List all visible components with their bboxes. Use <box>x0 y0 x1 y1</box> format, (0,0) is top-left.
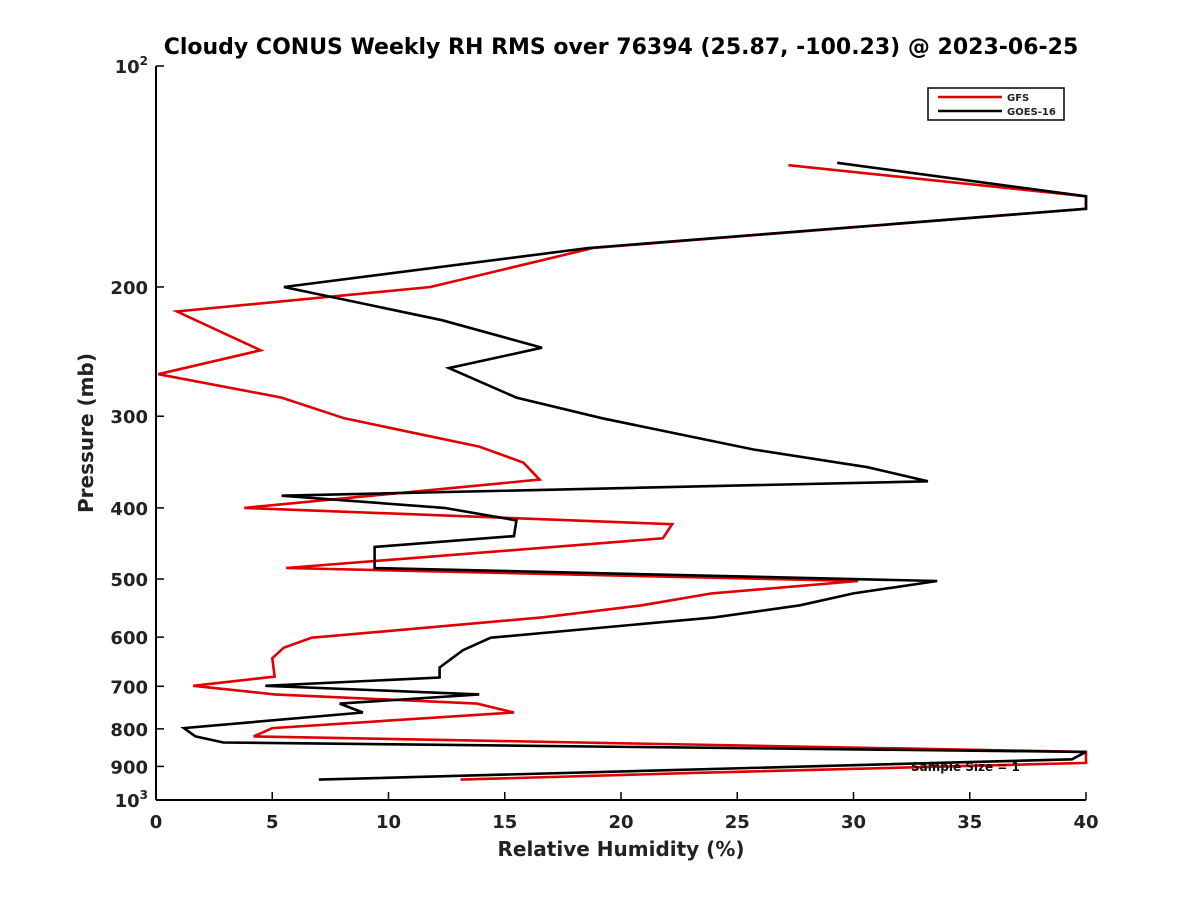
series-layer <box>158 161 1088 781</box>
y-tick-label: 102 <box>115 54 148 78</box>
y-tick-label: 103 <box>115 788 148 812</box>
x-ticks: 0 5 10 15 20 25 30 35 40 <box>150 792 1099 833</box>
y-tick-label: 300 <box>110 407 148 428</box>
y-tick-label: 600 <box>110 628 148 649</box>
chart-title: Cloudy CONUS Weekly RH RMS over 76394 (2… <box>164 35 1079 60</box>
legend: GFS GOES-16 <box>927 87 1065 121</box>
y-tick-label: 900 <box>110 757 148 778</box>
legend-label-goes16: GOES-16 <box>1007 107 1056 118</box>
y-tick-label: 500 <box>110 570 148 591</box>
y-tick-label: 800 <box>110 720 148 741</box>
plot-area <box>155 66 1086 801</box>
x-tick-label: 30 <box>841 812 866 833</box>
y-ticks: 102 200 300 400 500 600 700 800 900 103 <box>110 54 164 812</box>
x-tick-label: 0 <box>150 812 163 833</box>
y-tick-label: 200 <box>110 278 148 299</box>
x-tick-label: 10 <box>376 812 401 833</box>
x-axis-label: Relative Humidity (%) <box>497 837 744 861</box>
series-line-gfs <box>158 163 1088 781</box>
legend-label-gfs: GFS <box>1007 93 1029 104</box>
x-tick-label: 5 <box>266 812 279 833</box>
y-tick-label: 400 <box>110 499 148 520</box>
x-tick-label: 20 <box>608 812 633 833</box>
x-tick-label: 25 <box>725 812 750 833</box>
y-axis-label: Pressure (mb) <box>74 353 98 513</box>
x-tick-label: 35 <box>957 812 982 833</box>
sample-size-annotation: Sample Size = 1 <box>911 760 1020 774</box>
legend-box <box>927 87 1065 121</box>
series-line-goes16 <box>180 161 1088 781</box>
y-tick-label: 700 <box>110 677 148 698</box>
x-tick-label: 40 <box>1073 812 1098 833</box>
x-tick-label: 15 <box>492 812 517 833</box>
